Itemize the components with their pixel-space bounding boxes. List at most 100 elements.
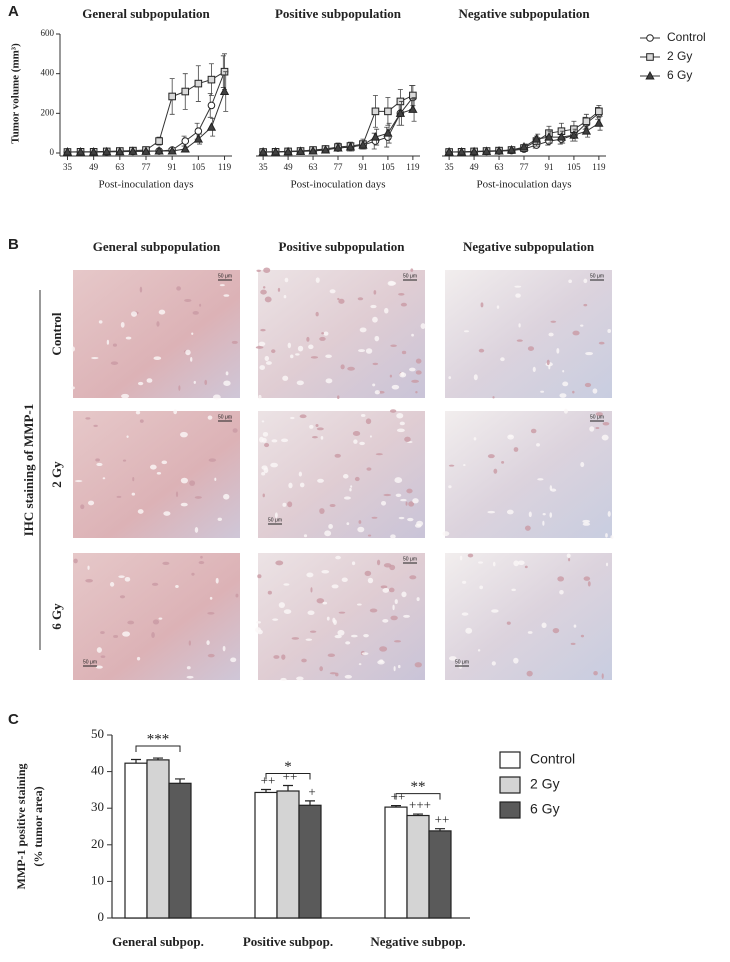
data-point <box>167 145 177 155</box>
image-texture <box>583 576 591 581</box>
image-texture <box>383 563 392 568</box>
image-texture <box>110 361 119 365</box>
image-texture <box>206 640 210 646</box>
image-texture <box>131 311 138 317</box>
image-texture <box>568 557 571 562</box>
image-texture <box>189 480 196 486</box>
image-texture <box>186 675 194 679</box>
legend-label: Control <box>667 30 706 44</box>
image-texture <box>194 496 202 499</box>
image-texture <box>307 610 315 615</box>
y-tick-label: 200 <box>41 107 55 117</box>
image-texture <box>100 631 105 634</box>
image-texture <box>354 476 360 482</box>
image-texture <box>162 561 170 565</box>
image-texture <box>260 328 266 332</box>
image-texture <box>178 385 181 391</box>
image-texture <box>409 367 416 372</box>
image-texture <box>340 364 345 370</box>
image-texture <box>398 516 405 520</box>
image-texture <box>283 295 287 299</box>
image-texture <box>74 480 83 483</box>
legend-marker <box>646 34 654 42</box>
image-texture <box>369 608 378 613</box>
image-texture <box>323 331 329 336</box>
image-texture <box>223 493 230 500</box>
image-texture <box>358 349 365 353</box>
legend-label: 2 Gy <box>530 776 560 792</box>
image-texture <box>186 666 191 670</box>
image-texture <box>396 428 405 433</box>
image-texture <box>152 619 160 625</box>
data-point <box>456 146 467 156</box>
image-texture <box>511 588 516 592</box>
image-texture <box>360 414 366 417</box>
image-texture <box>359 441 365 446</box>
image-texture <box>375 453 383 456</box>
image-texture <box>158 309 166 315</box>
image-texture <box>185 349 191 356</box>
image-texture <box>319 336 326 341</box>
image-texture <box>342 474 349 479</box>
image-texture <box>548 364 551 370</box>
image-texture <box>610 535 614 540</box>
bar <box>384 806 408 919</box>
image-texture <box>358 520 362 524</box>
image-texture <box>85 579 93 583</box>
bracket-label: *** <box>147 731 170 747</box>
legend-label: 6 Gy <box>530 801 560 817</box>
data-point <box>531 134 542 143</box>
image-texture <box>191 572 195 576</box>
data-point <box>258 146 268 156</box>
image-texture <box>175 491 179 498</box>
image-texture <box>580 462 585 468</box>
image-texture <box>71 346 75 352</box>
image-texture <box>180 477 188 484</box>
x-tick-label: 91 <box>358 162 367 172</box>
image-texture <box>398 293 405 296</box>
image-texture <box>207 653 215 658</box>
image-texture <box>146 378 153 383</box>
image-texture <box>461 612 469 616</box>
image-texture <box>373 290 377 295</box>
image-texture <box>518 323 521 328</box>
bar <box>146 759 170 919</box>
image-texture <box>270 462 278 468</box>
image-texture <box>324 530 332 537</box>
x-tick-label: 49 <box>470 162 480 172</box>
data-point <box>444 146 454 156</box>
image-texture <box>442 531 450 537</box>
data-point <box>193 134 203 143</box>
image-texture <box>215 577 219 584</box>
image-texture <box>288 482 293 489</box>
image-texture <box>607 328 612 334</box>
image-texture <box>400 498 407 502</box>
image-texture <box>358 663 362 666</box>
bar <box>168 782 192 919</box>
ihc-image <box>445 553 612 680</box>
image-texture <box>271 439 278 443</box>
image-texture <box>566 553 571 558</box>
data-point <box>395 108 406 117</box>
image-texture <box>321 569 330 574</box>
x-tick-label: 105 <box>192 162 206 172</box>
image-texture <box>532 366 536 373</box>
bar <box>406 814 430 919</box>
image-texture <box>262 493 265 498</box>
data-point <box>207 75 216 84</box>
image-texture <box>334 634 342 639</box>
data-point <box>582 117 591 126</box>
image-texture <box>592 388 598 394</box>
image-texture <box>306 572 314 578</box>
image-texture <box>478 561 483 564</box>
y-tick-label: 0 <box>98 909 105 924</box>
image-texture <box>122 459 127 462</box>
image-texture <box>536 443 541 447</box>
image-texture <box>261 420 265 423</box>
scale-bar-label: 50 μm <box>268 517 282 523</box>
image-texture <box>459 555 463 561</box>
image-texture <box>491 609 499 613</box>
legend-swatch <box>499 751 521 769</box>
image-texture <box>394 599 398 604</box>
image-texture <box>398 664 401 669</box>
